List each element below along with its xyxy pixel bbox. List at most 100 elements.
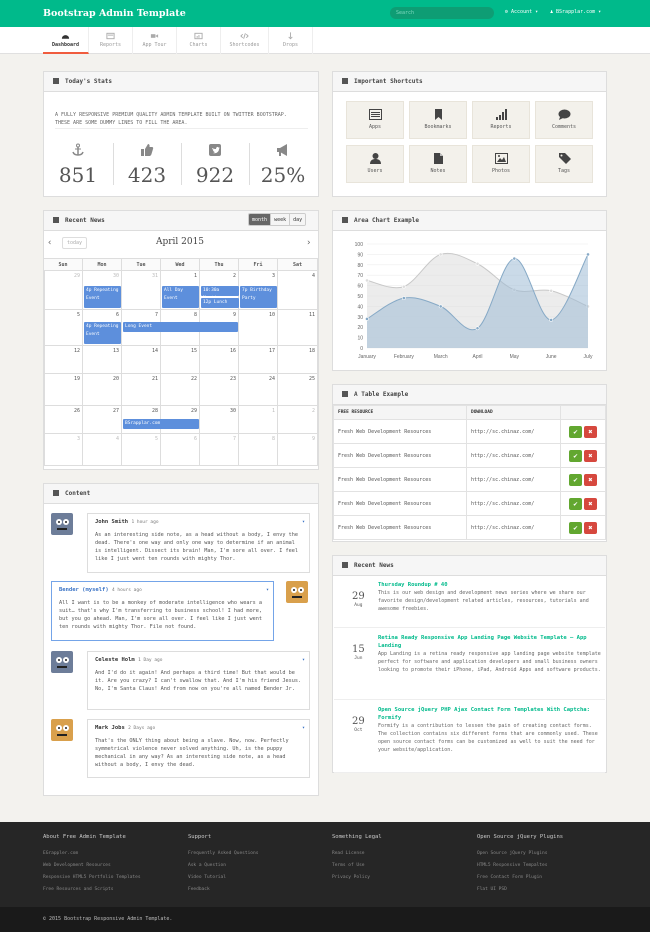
calendar-day[interactable]: 12 xyxy=(44,346,83,374)
cell-download[interactable]: http://sc.chinaz.com/ xyxy=(466,467,561,492)
footer-link[interactable]: Privacy Policy xyxy=(332,875,370,880)
calendar-day[interactable]: 4 xyxy=(83,434,122,466)
data-point[interactable] xyxy=(549,318,554,322)
calendar-day[interactable]: 24 xyxy=(239,374,278,406)
calendar-day[interactable]: 2 xyxy=(278,406,318,434)
data-point[interactable] xyxy=(365,278,369,283)
delete-button[interactable]: ✖ xyxy=(584,473,597,486)
data-point[interactable] xyxy=(438,252,443,257)
calendar-day[interactable]: 1 xyxy=(239,406,278,434)
data-point[interactable] xyxy=(586,252,590,257)
shortcut-apps[interactable]: Apps xyxy=(346,101,404,139)
calendar-day[interactable]: 26 xyxy=(44,406,83,434)
calendar-day[interactable]: 5 xyxy=(44,310,83,346)
approve-button[interactable]: ✔ xyxy=(569,449,582,462)
calendar-day[interactable]: 29 xyxy=(161,406,200,434)
approve-button[interactable]: ✔ xyxy=(569,473,582,486)
search-input[interactable]: Search xyxy=(390,7,494,19)
calendar-day[interactable]: 31 xyxy=(122,271,161,310)
calendar-event[interactable]: 12p Lunch xyxy=(201,298,239,308)
footer-link[interactable]: Web Development Resources xyxy=(43,863,111,868)
delete-button[interactable]: ✖ xyxy=(584,425,597,438)
footer-link[interactable]: Feedback xyxy=(188,887,210,892)
account-menu[interactable]: ⚙ Account ▾ xyxy=(505,9,539,15)
view-month-button[interactable]: month xyxy=(249,214,271,225)
delete-button[interactable]: ✖ xyxy=(584,521,597,534)
footer-link[interactable]: Open Source jQuery Plugins xyxy=(477,851,548,856)
delete-button[interactable]: ✖ xyxy=(584,497,597,510)
nav-charts[interactable]: Charts xyxy=(177,27,221,54)
comment-menu-icon[interactable]: ▾ xyxy=(301,519,305,525)
calendar-day[interactable]: 22 xyxy=(161,374,200,406)
comment-author-name[interactable]: John Smith xyxy=(95,519,129,525)
shortcut-reports[interactable]: Reports xyxy=(472,101,530,139)
brand-title[interactable]: Bootstrap Admin Template xyxy=(43,8,186,19)
calendar-day[interactable]: 21 xyxy=(122,374,161,406)
comment-menu-icon[interactable]: ▾ xyxy=(301,725,305,731)
calendar-day[interactable]: 10 xyxy=(239,310,278,346)
calendar-day[interactable]: 16 xyxy=(200,346,239,374)
cell-download[interactable]: http://sc.chinaz.com/ xyxy=(466,515,561,540)
nav-shortcodes[interactable]: Shortcodes xyxy=(221,27,269,54)
comment-menu-icon[interactable]: ▾ xyxy=(265,587,269,593)
calendar-event[interactable]: Long Event xyxy=(123,322,238,332)
data-point[interactable] xyxy=(365,316,369,321)
footer-link[interactable]: EGrappler.com xyxy=(43,851,79,856)
calendar-day[interactable]: 6 xyxy=(161,434,200,466)
comment-author-name[interactable]: Mark Jobs xyxy=(95,725,125,731)
calendar-day[interactable]: 13 xyxy=(83,346,122,374)
prev-month-icon[interactable]: ‹ xyxy=(47,238,53,248)
news-item-title[interactable]: Retina Ready Responsive App Landing Page… xyxy=(378,635,587,649)
shortcut-users[interactable]: Users xyxy=(346,145,404,183)
footer-link[interactable]: Free Contact Form Plugin xyxy=(477,875,543,880)
calendar-day[interactable]: 30 xyxy=(83,271,122,310)
next-month-icon[interactable]: › xyxy=(306,238,312,248)
shortcut-tags[interactable]: Tags xyxy=(535,145,593,183)
calendar-day[interactable]: 11 xyxy=(278,310,318,346)
calendar-day[interactable]: 18 xyxy=(278,346,318,374)
footer-link[interactable]: Frequently Asked Questions xyxy=(188,851,259,856)
shortcut-photos[interactable]: Photos xyxy=(472,145,530,183)
user-menu[interactable]: ♟ BSrapplar.com ▾ xyxy=(550,9,602,15)
today-button[interactable]: today xyxy=(62,237,88,249)
nav-dashboard[interactable]: Dashboard xyxy=(43,27,89,54)
news-item-title[interactable]: Thursday Roundup # 40 xyxy=(378,582,448,588)
footer-link[interactable]: Terms of Use xyxy=(332,863,365,868)
calendar-day[interactable]: 30 xyxy=(200,406,239,434)
delete-button[interactable]: ✖ xyxy=(584,449,597,462)
nav-drops[interactable]: Drops xyxy=(269,27,313,54)
approve-button[interactable]: ✔ xyxy=(569,521,582,534)
footer-link[interactable]: Read License xyxy=(332,851,365,856)
calendar-day[interactable]: 27 xyxy=(83,406,122,434)
calendar-day[interactable]: 17 xyxy=(239,346,278,374)
data-point[interactable] xyxy=(549,288,554,293)
cell-download[interactable]: http://sc.chinaz.com/ xyxy=(466,491,561,516)
nav-app-tour[interactable]: App Tour xyxy=(133,27,177,54)
calendar-day[interactable]: 3 xyxy=(239,271,278,310)
comment-author-name[interactable]: Celeste Holm xyxy=(95,657,135,663)
calendar-event[interactable]: All Day Event xyxy=(162,286,199,308)
shortcut-comments[interactable]: Comments xyxy=(535,101,593,139)
approve-button[interactable]: ✔ xyxy=(569,497,582,510)
data-point[interactable] xyxy=(438,304,443,309)
calendar-day[interactable]: 20 xyxy=(83,374,122,406)
footer-link[interactable]: Flat UI PSD xyxy=(477,887,507,892)
calendar-day[interactable]: 7 xyxy=(200,434,239,466)
calendar-event[interactable]: 4p Repeating Event xyxy=(84,322,121,344)
footer-link[interactable]: Free Resources and Scripts xyxy=(43,887,114,892)
view-week-button[interactable]: week xyxy=(270,214,290,225)
nav-reports[interactable]: Reports xyxy=(89,27,133,54)
data-point[interactable] xyxy=(512,256,517,261)
approve-button[interactable]: ✔ xyxy=(569,425,582,438)
calendar-day[interactable]: 15 xyxy=(161,346,200,374)
view-day-button[interactable]: day xyxy=(289,214,306,225)
calendar-day[interactable]: 19 xyxy=(44,374,83,406)
data-point[interactable] xyxy=(401,284,406,289)
shortcut-bookmarks[interactable]: Bookmarks xyxy=(409,101,467,139)
news-item-title[interactable]: Open Source jQuery PHP Ajax Contact Form… xyxy=(378,707,590,721)
comment-menu-icon[interactable]: ▾ xyxy=(301,657,305,663)
data-point[interactable] xyxy=(475,261,480,266)
calendar-day[interactable]: 9 xyxy=(200,310,239,346)
calendar-event[interactable]: 4p Repeating Event xyxy=(84,286,121,308)
calendar-day[interactable]: 23 xyxy=(200,374,239,406)
